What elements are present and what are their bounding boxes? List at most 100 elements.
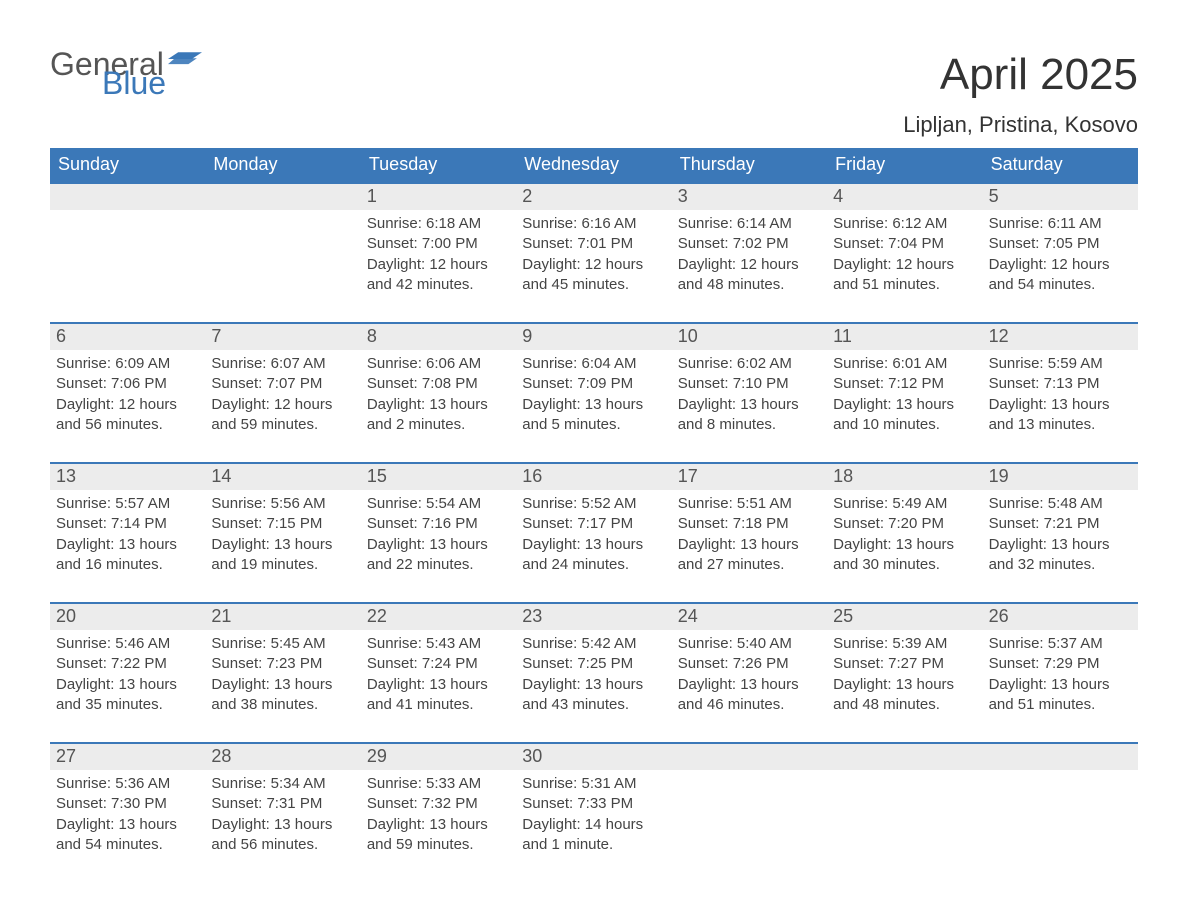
sunrise-text: Sunrise: 6:11 AM	[989, 214, 1132, 234]
sunset-text: Sunset: 7:02 PM	[678, 234, 821, 254]
sunrise-text: Sunrise: 5:56 AM	[211, 494, 354, 514]
daylight-text-2: and 27 minutes.	[678, 555, 821, 575]
day-number: 19	[983, 464, 1138, 490]
daylight-text-2: and 43 minutes.	[522, 695, 665, 715]
day-number: 20	[50, 604, 205, 630]
daylight-text-1: Daylight: 13 hours	[678, 395, 821, 415]
day-content: Sunrise: 5:52 AMSunset: 7:17 PMDaylight:…	[516, 490, 671, 579]
day-number: 1	[361, 184, 516, 210]
sunset-text: Sunset: 7:04 PM	[833, 234, 976, 254]
sunrise-text: Sunrise: 5:49 AM	[833, 494, 976, 514]
sunrise-text: Sunrise: 6:01 AM	[833, 354, 976, 374]
calendar-page: General Blue April 2025 Lipljan, Pristin…	[0, 0, 1188, 902]
sunrise-text: Sunrise: 6:06 AM	[367, 354, 510, 374]
daylight-text-2: and 59 minutes.	[367, 835, 510, 855]
day-number: 4	[827, 184, 982, 210]
daylight-text-1: Daylight: 12 hours	[833, 255, 976, 275]
sunrise-text: Sunrise: 5:57 AM	[56, 494, 199, 514]
sunset-text: Sunset: 7:23 PM	[211, 654, 354, 674]
daylight-text-2: and 54 minutes.	[989, 275, 1132, 295]
day-cell: 12Sunrise: 5:59 AMSunset: 7:13 PMDayligh…	[983, 324, 1138, 442]
sunrise-text: Sunrise: 6:16 AM	[522, 214, 665, 234]
sunrise-text: Sunrise: 6:02 AM	[678, 354, 821, 374]
daylight-text-1: Daylight: 13 hours	[56, 815, 199, 835]
day-number: 3	[672, 184, 827, 210]
daylight-text-1: Daylight: 14 hours	[522, 815, 665, 835]
day-number: 23	[516, 604, 671, 630]
sunset-text: Sunset: 7:21 PM	[989, 514, 1132, 534]
daylight-text-1: Daylight: 13 hours	[989, 395, 1132, 415]
daylight-text-1: Daylight: 13 hours	[367, 675, 510, 695]
day-cell: 23Sunrise: 5:42 AMSunset: 7:25 PMDayligh…	[516, 604, 671, 722]
sunset-text: Sunset: 7:16 PM	[367, 514, 510, 534]
daylight-text-1: Daylight: 13 hours	[56, 675, 199, 695]
week-row: 6Sunrise: 6:09 AMSunset: 7:06 PMDaylight…	[50, 322, 1138, 442]
daylight-text-1: Daylight: 13 hours	[367, 395, 510, 415]
sunset-text: Sunset: 7:14 PM	[56, 514, 199, 534]
day-cell: 21 Sunrise: 5:45 AMSunset: 7:23 PMDayligh…	[205, 604, 360, 722]
daylight-text-2: and 41 minutes.	[367, 695, 510, 715]
day-content: Sunrise: 6:16 AMSunset: 7:01 PMDaylight:…	[516, 210, 671, 299]
day-number	[50, 184, 205, 210]
sunset-text: Sunset: 7:17 PM	[522, 514, 665, 534]
day-number: 28	[205, 744, 360, 770]
sunrise-text: Sunrise: 5:45 AM	[211, 634, 354, 654]
daylight-text-2: and 42 minutes.	[367, 275, 510, 295]
sunrise-text: Sunrise: 5:37 AM	[989, 634, 1132, 654]
dayname-wednesday: Wednesday	[516, 148, 671, 182]
daylight-text-1: Daylight: 13 hours	[367, 815, 510, 835]
dayname-sunday: Sunday	[50, 148, 205, 182]
daylight-text-2: and 48 minutes.	[678, 275, 821, 295]
daylight-text-2: and 35 minutes.	[56, 695, 199, 715]
daylight-text-1: Daylight: 13 hours	[211, 675, 354, 695]
day-content: Sunrise: 5:56 AMSunset: 7:15 PMDaylight:…	[205, 490, 360, 579]
day-content: Sunrise: 6:06 AMSunset: 7:08 PMDaylight:…	[361, 350, 516, 439]
day-content: Sunrise: 5:39 AMSunset: 7:27 PMDaylight:…	[827, 630, 982, 719]
sunset-text: Sunset: 7:26 PM	[678, 654, 821, 674]
day-cell: 30Sunrise: 5:31 AMSunset: 7:33 PMDayligh…	[516, 744, 671, 862]
day-content: Sunrise: 6:14 AMSunset: 7:02 PMDaylight:…	[672, 210, 827, 299]
sunrise-text: Sunrise: 5:52 AM	[522, 494, 665, 514]
sunset-text: Sunset: 7:25 PM	[522, 654, 665, 674]
page-title: April 2025	[903, 50, 1138, 100]
day-number: 27	[50, 744, 205, 770]
sunrise-text: Sunrise: 5:51 AM	[678, 494, 821, 514]
day-number: 13	[50, 464, 205, 490]
dayname-monday: Monday	[205, 148, 360, 182]
dayname-thursday: Thursday	[672, 148, 827, 182]
day-content: Sunrise: 5:31 AMSunset: 7:33 PMDaylight:…	[516, 770, 671, 859]
day-cell: 16Sunrise: 5:52 AMSunset: 7:17 PMDayligh…	[516, 464, 671, 582]
day-content: Sunrise: 5:54 AMSunset: 7:16 PMDaylight:…	[361, 490, 516, 579]
day-cell: 24Sunrise: 5:40 AMSunset: 7:26 PMDayligh…	[672, 604, 827, 722]
sunset-text: Sunset: 7:20 PM	[833, 514, 976, 534]
daylight-text-2: and 38 minutes.	[211, 695, 354, 715]
day-content: Sunrise: 6:09 AMSunset: 7:06 PMDaylight:…	[50, 350, 205, 439]
day-cell: 29Sunrise: 5:33 AMSunset: 7:32 PMDayligh…	[361, 744, 516, 862]
daylight-text-2: and 48 minutes.	[833, 695, 976, 715]
sunset-text: Sunset: 7:09 PM	[522, 374, 665, 394]
sunset-text: Sunset: 7:31 PM	[211, 794, 354, 814]
daylight-text-2: and 32 minutes.	[989, 555, 1132, 575]
day-number: 5	[983, 184, 1138, 210]
day-cell: 28Sunrise: 5:34 AMSunset: 7:31 PMDayligh…	[205, 744, 360, 862]
day-number: 6	[50, 324, 205, 350]
sunset-text: Sunset: 7:15 PM	[211, 514, 354, 534]
daylight-text-2: and 45 minutes.	[522, 275, 665, 295]
day-content: Sunrise: 5:43 AMSunset: 7:24 PMDaylight:…	[361, 630, 516, 719]
daylight-text-1: Daylight: 13 hours	[989, 675, 1132, 695]
day-number: 30	[516, 744, 671, 770]
daylight-text-2: and 24 minutes.	[522, 555, 665, 575]
day-number: 10	[672, 324, 827, 350]
sunset-text: Sunset: 7:27 PM	[833, 654, 976, 674]
daylight-text-2: and 13 minutes.	[989, 415, 1132, 435]
day-content: Sunrise: 5:51 AMSunset: 7:18 PMDaylight:…	[672, 490, 827, 579]
day-cell	[983, 744, 1138, 862]
sunrise-text: Sunrise: 5:31 AM	[522, 774, 665, 794]
sunset-text: Sunset: 7:24 PM	[367, 654, 510, 674]
day-number: 15	[361, 464, 516, 490]
day-number: 21	[205, 604, 360, 630]
dayname-row: Sunday Monday Tuesday Wednesday Thursday…	[50, 148, 1138, 182]
calendar: Sunday Monday Tuesday Wednesday Thursday…	[50, 148, 1138, 862]
day-cell: 13Sunrise: 5:57 AMSunset: 7:14 PMDayligh…	[50, 464, 205, 582]
daylight-text-1: Daylight: 13 hours	[367, 535, 510, 555]
